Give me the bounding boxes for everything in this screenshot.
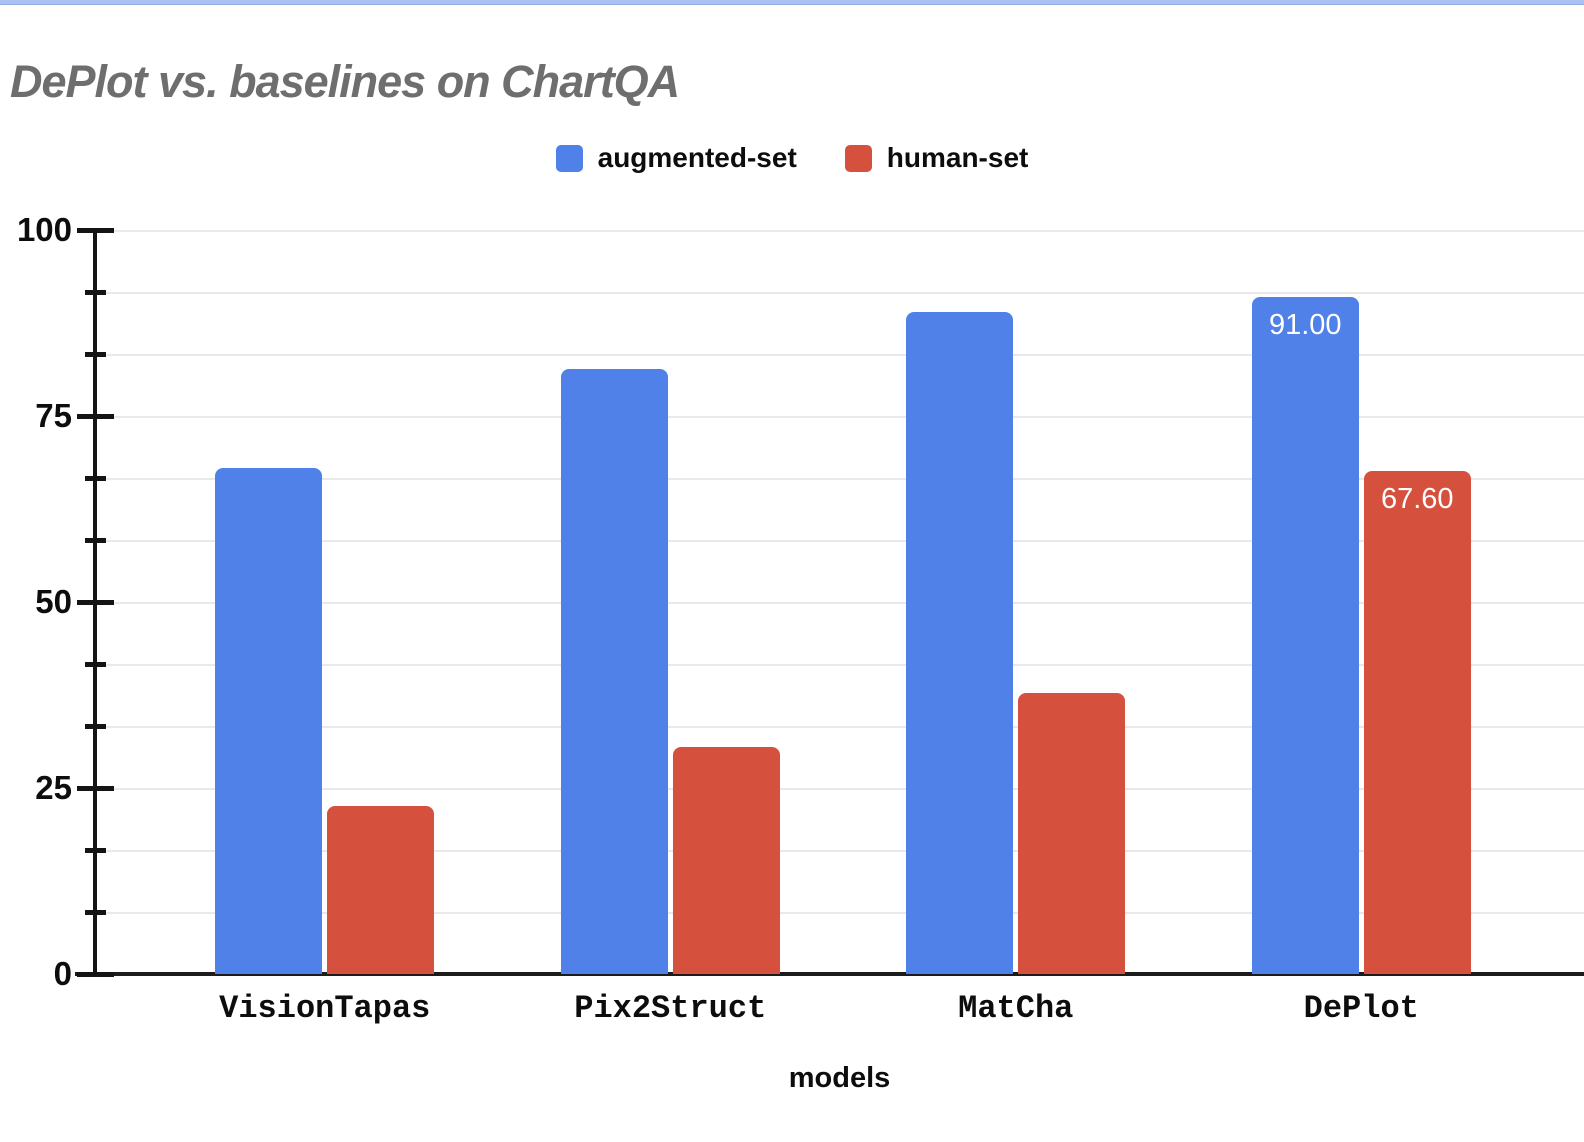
bar-value-label: 67.60 [1380, 483, 1454, 516]
y-major-tick [77, 600, 114, 605]
bar-group-deplot: 91.00 67.60 [1189, 230, 1535, 974]
bar-group-pix2struct [498, 230, 844, 974]
bar-augmented-set-pix2struct [560, 369, 668, 974]
gridline [95, 230, 1584, 232]
bar-group-matcha [843, 230, 1189, 974]
y-minor-tick [85, 724, 106, 729]
legend-item-human-set: human-set [844, 142, 1029, 174]
legend-item-augmented-set: augmented-set [555, 142, 797, 174]
bar-human-set-deplot: 67.60 [1363, 471, 1471, 974]
y-major-tick [77, 972, 114, 977]
plot-area: 91.00 67.60 0 25 50 75 100 [0, 212, 1584, 992]
gridline [95, 354, 1584, 356]
gridline [95, 664, 1584, 666]
legend-label-human-set: human-set [886, 142, 1029, 173]
x-axis-label-deplot: DePlot [1303, 990, 1419, 1027]
bar-value-label: 91.00 [1268, 308, 1342, 341]
x-axis-label-pix2struct: Pix2Struct [574, 990, 767, 1027]
gridline [95, 726, 1584, 728]
gridline [95, 912, 1584, 914]
bar-augmented-set-deplot: 91.00 [1251, 296, 1359, 974]
bar-human-set-matcha [1018, 692, 1126, 974]
y-axis-tick-label: 50 [35, 583, 72, 620]
y-minor-tick [85, 662, 106, 667]
gridline [95, 602, 1584, 604]
y-minor-tick [85, 352, 106, 357]
y-axis-tick-label: 0 [53, 955, 72, 992]
bar-augmented-set-matcha [906, 311, 1014, 974]
legend-label-augmented-set: augmented-set [597, 142, 797, 173]
x-axis-line [75, 972, 1584, 976]
bar-human-set-visiontapas [327, 805, 435, 974]
y-minor-tick [85, 538, 106, 543]
gridline [95, 850, 1584, 852]
x-axis-label-matcha: MatCha [958, 990, 1074, 1027]
x-axis-title: models [788, 1062, 891, 1094]
y-minor-tick [85, 290, 106, 295]
bar-augmented-set-visiontapas [215, 468, 323, 974]
y-axis-tick-label: 100 [16, 211, 72, 248]
bar-human-set-pix2struct [672, 747, 780, 974]
legend-swatch-human-icon [844, 144, 872, 172]
legend: augmented-set human-set [0, 142, 1584, 174]
window-top-edge [0, 0, 1584, 5]
chart-title: DePlot vs. baselines on ChartQA [10, 56, 680, 107]
y-minor-tick [85, 476, 106, 481]
bars-container: 91.00 67.60 [152, 230, 1534, 974]
y-major-tick [77, 228, 114, 233]
gridline [95, 416, 1584, 418]
y-minor-tick [85, 848, 106, 853]
y-axis-tick-label: 75 [35, 397, 72, 434]
y-major-tick [77, 786, 114, 791]
y-axis-tick-label: 25 [35, 769, 72, 806]
legend-swatch-augmented-icon [555, 144, 583, 172]
gridline [95, 788, 1584, 790]
bar-group-visiontapas [152, 230, 498, 974]
y-major-tick [77, 414, 114, 419]
gridline [95, 478, 1584, 480]
y-minor-tick [85, 910, 106, 915]
gridline [95, 540, 1584, 542]
x-axis-label-visiontapas: VisionTapas [219, 990, 431, 1027]
gridline [95, 292, 1584, 294]
x-axis-labels: VisionTapas Pix2Struct MatCha DePlot [152, 990, 1534, 1027]
